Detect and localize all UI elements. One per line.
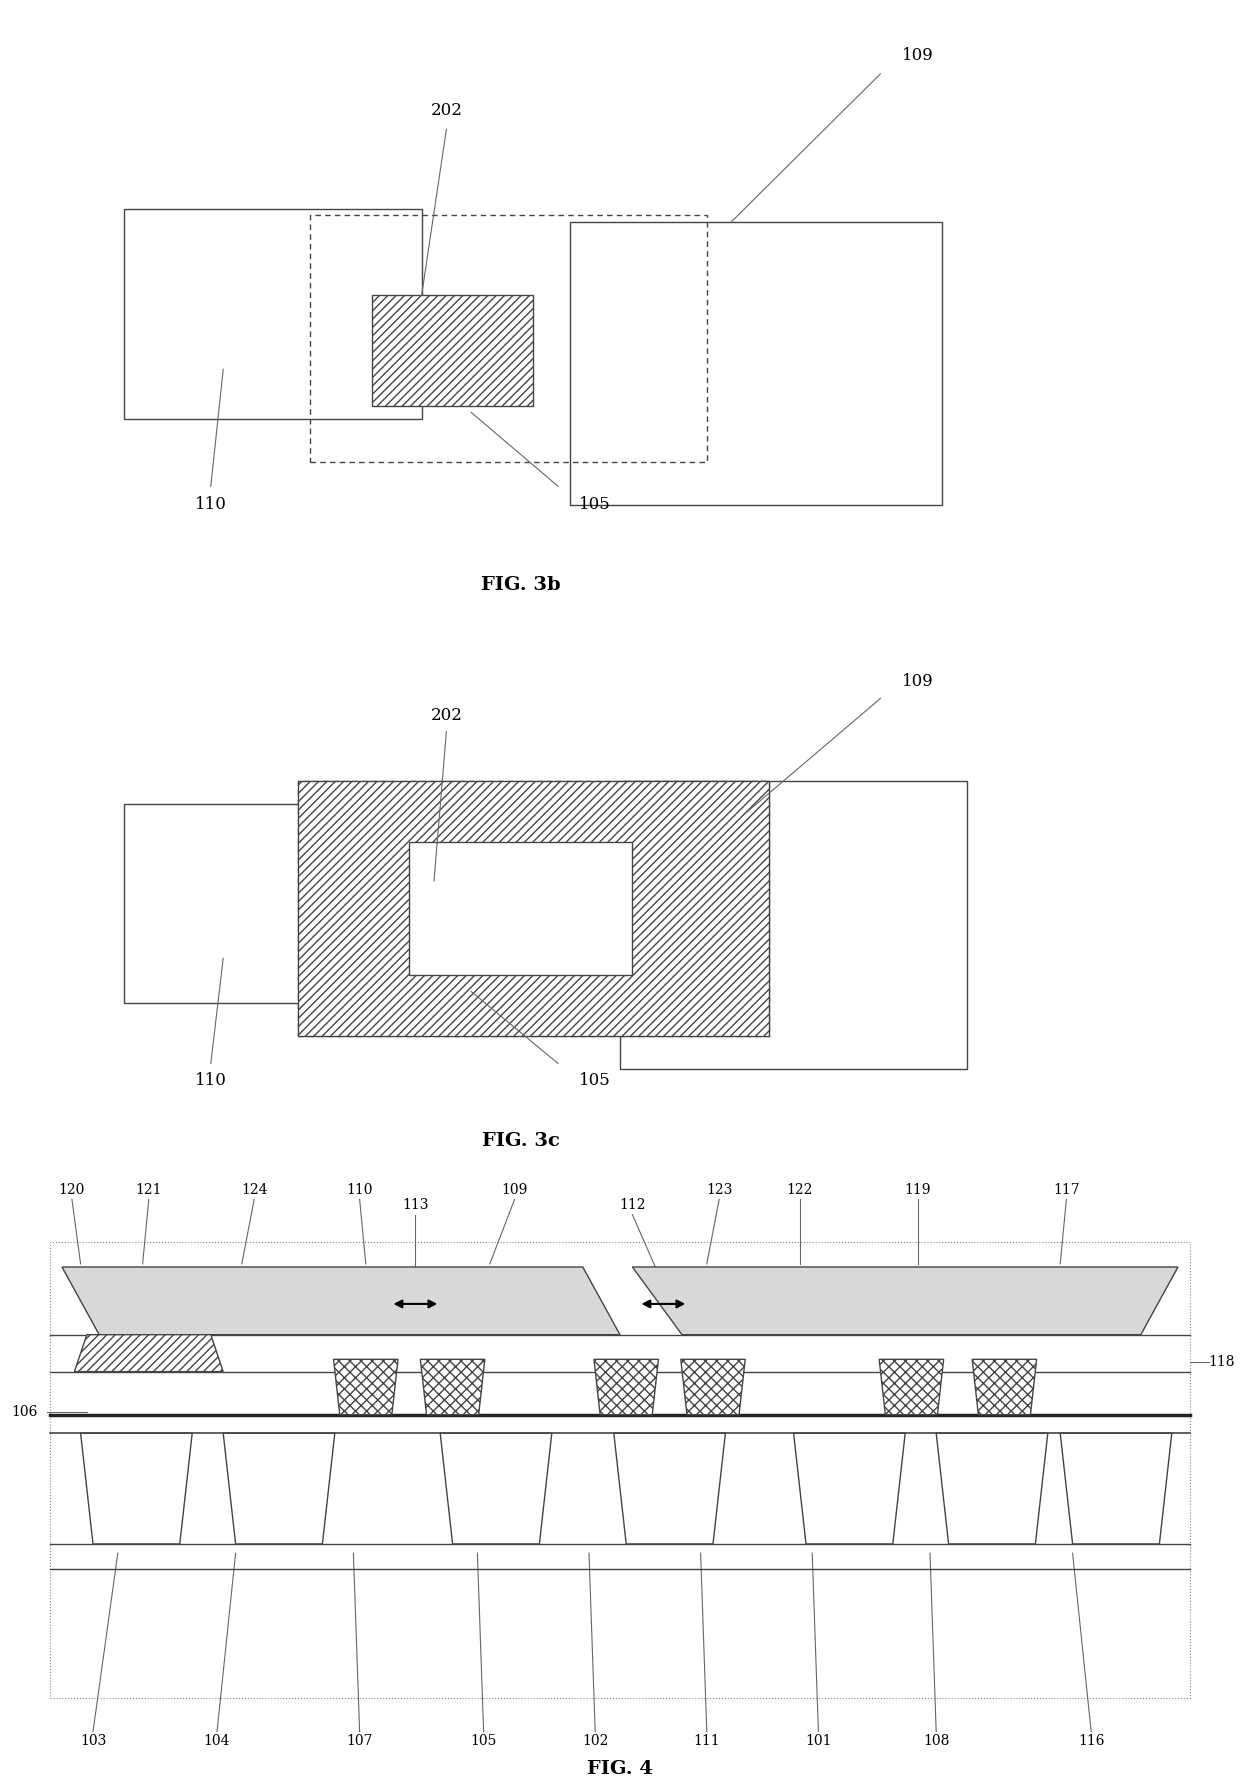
Bar: [124, 209, 422, 419]
Text: 122: 122: [786, 1183, 813, 1197]
Bar: [124, 803, 422, 1003]
Text: 108: 108: [923, 1734, 950, 1748]
Bar: [409, 842, 632, 976]
Polygon shape: [334, 1359, 398, 1415]
Text: 121: 121: [135, 1183, 162, 1197]
Bar: [298, 781, 769, 1037]
Polygon shape: [936, 1433, 1048, 1543]
Text: FIG. 3c: FIG. 3c: [482, 1131, 559, 1151]
Polygon shape: [681, 1359, 745, 1415]
Text: 202: 202: [430, 706, 463, 724]
Bar: [298, 781, 769, 1037]
Text: 116: 116: [1078, 1734, 1105, 1748]
Text: 103: 103: [79, 1734, 107, 1748]
Text: 101: 101: [805, 1734, 832, 1748]
Text: 110: 110: [195, 496, 227, 514]
Text: 104: 104: [203, 1734, 231, 1748]
Polygon shape: [632, 1267, 1178, 1334]
Bar: [372, 296, 533, 407]
Polygon shape: [74, 1334, 223, 1372]
Text: FIG. 4: FIG. 4: [587, 1759, 653, 1777]
Text: 110: 110: [195, 1072, 227, 1088]
Text: 118: 118: [1208, 1356, 1235, 1370]
Polygon shape: [879, 1359, 944, 1415]
Text: 119: 119: [904, 1183, 931, 1197]
Polygon shape: [81, 1433, 192, 1543]
Text: 105: 105: [470, 1734, 497, 1748]
Polygon shape: [1060, 1433, 1172, 1543]
Text: 123: 123: [706, 1183, 733, 1197]
Text: 105: 105: [579, 496, 611, 514]
Text: 106: 106: [11, 1404, 38, 1418]
Text: 102: 102: [582, 1734, 609, 1748]
Text: 120: 120: [58, 1183, 86, 1197]
Text: FIG. 3b: FIG. 3b: [481, 576, 560, 594]
Bar: [50, 1242, 1190, 1698]
Text: 111: 111: [693, 1734, 720, 1748]
Bar: [620, 781, 967, 1069]
Polygon shape: [420, 1359, 485, 1415]
Polygon shape: [440, 1433, 552, 1543]
Text: 109: 109: [501, 1183, 528, 1197]
Polygon shape: [972, 1359, 1037, 1415]
Text: 110: 110: [346, 1183, 373, 1197]
Text: 202: 202: [430, 102, 463, 120]
Polygon shape: [594, 1359, 658, 1415]
Text: 112: 112: [619, 1199, 646, 1213]
Text: 124: 124: [241, 1183, 268, 1197]
Polygon shape: [614, 1433, 725, 1543]
Polygon shape: [62, 1267, 620, 1334]
Text: 109: 109: [901, 46, 934, 64]
Text: 109: 109: [901, 673, 934, 690]
Text: 107: 107: [346, 1734, 373, 1748]
Text: 105: 105: [579, 1072, 611, 1088]
Bar: [409, 842, 632, 976]
Bar: [570, 221, 942, 505]
Text: 113: 113: [402, 1199, 429, 1213]
Text: 117: 117: [1053, 1183, 1080, 1197]
Polygon shape: [794, 1433, 905, 1543]
Bar: [310, 216, 707, 462]
Polygon shape: [223, 1433, 335, 1543]
